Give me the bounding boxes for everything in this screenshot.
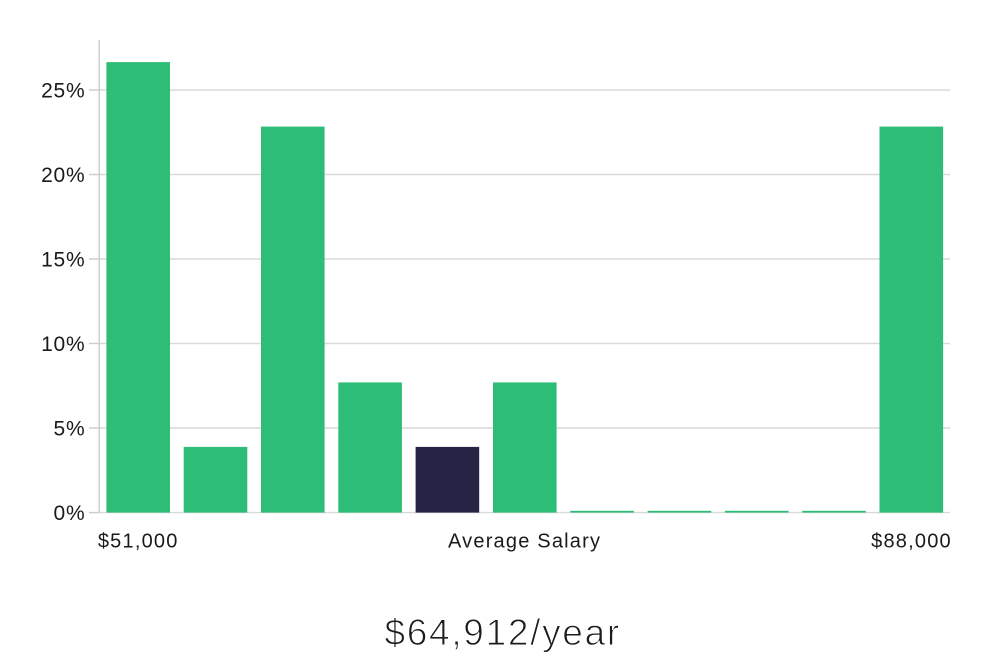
svg-text:5%: 5% <box>54 418 86 441</box>
svg-text:$88,000: $88,000 <box>871 531 952 553</box>
svg-text:25%: 25% <box>41 80 85 103</box>
svg-text:$51,000: $51,000 <box>98 531 179 553</box>
svg-text:10%: 10% <box>41 333 85 356</box>
svg-text:0%: 0% <box>54 502 86 525</box>
svg-text:$64,912/year: $64,912/year <box>384 612 620 653</box>
svg-text:20%: 20% <box>41 164 85 187</box>
svg-text:15%: 15% <box>41 249 85 272</box>
svg-text:Average Salary: Average Salary <box>448 531 601 553</box>
